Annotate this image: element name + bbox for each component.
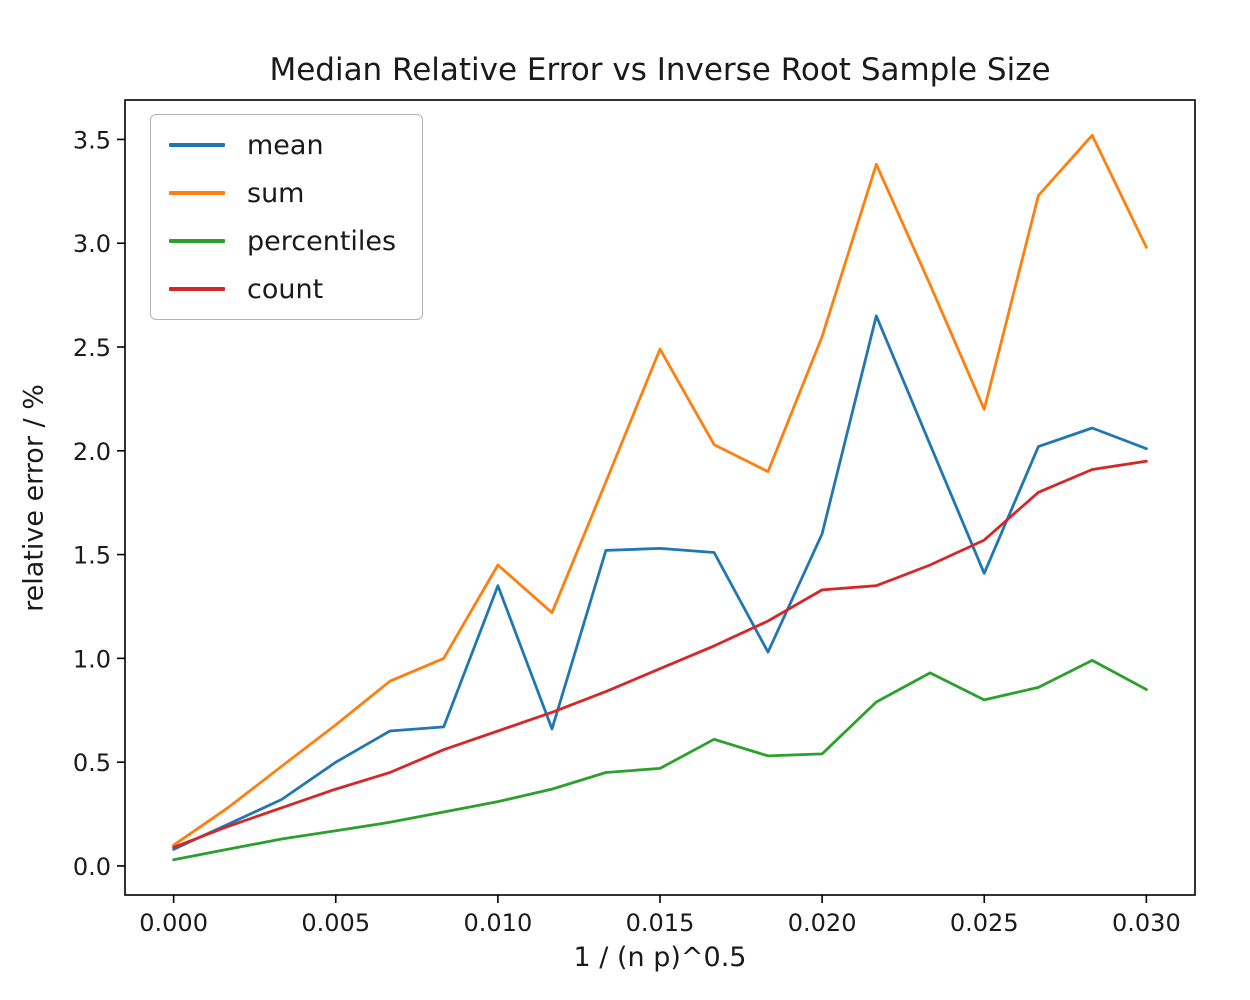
svg-text:2.5: 2.5 [73,334,111,362]
svg-text:3.0: 3.0 [73,230,111,258]
legend-item-sum: sum [169,175,396,211]
svg-text:3.5: 3.5 [73,126,111,154]
y-axis-label: relative error / % [18,384,50,612]
svg-text:0.5: 0.5 [73,749,111,777]
legend-line-mean-icon [169,143,225,147]
legend-item-percentiles: percentiles [169,223,396,259]
svg-text:1.5: 1.5 [73,542,111,570]
legend-item-mean: mean [169,127,396,163]
svg-text:2.0: 2.0 [73,438,111,466]
svg-text:0.0: 0.0 [73,853,111,881]
svg-text:0.030: 0.030 [1112,909,1181,937]
chart-title: Median Relative Error vs Inverse Root Sa… [269,52,1051,88]
svg-text:0.000: 0.000 [139,909,208,937]
legend: mean sum percentiles count [150,114,424,320]
svg-text:0.020: 0.020 [788,909,857,937]
legend-line-percentiles-icon [169,239,225,243]
svg-text:0.005: 0.005 [301,909,370,937]
svg-text:1.0: 1.0 [73,645,111,673]
legend-label-mean: mean [247,129,324,161]
legend-label-sum: sum [247,177,305,209]
legend-line-count-icon [169,287,225,291]
svg-text:0.025: 0.025 [950,909,1019,937]
legend-label-percentiles: percentiles [247,225,397,257]
legend-item-count: count [169,271,396,307]
x-axis-label: 1 / (n p)^0.5 [573,942,747,973]
legend-line-sum-icon [169,191,225,195]
legend-label-count: count [247,273,324,305]
svg-text:0.010: 0.010 [464,909,533,937]
svg-text:0.015: 0.015 [626,909,695,937]
